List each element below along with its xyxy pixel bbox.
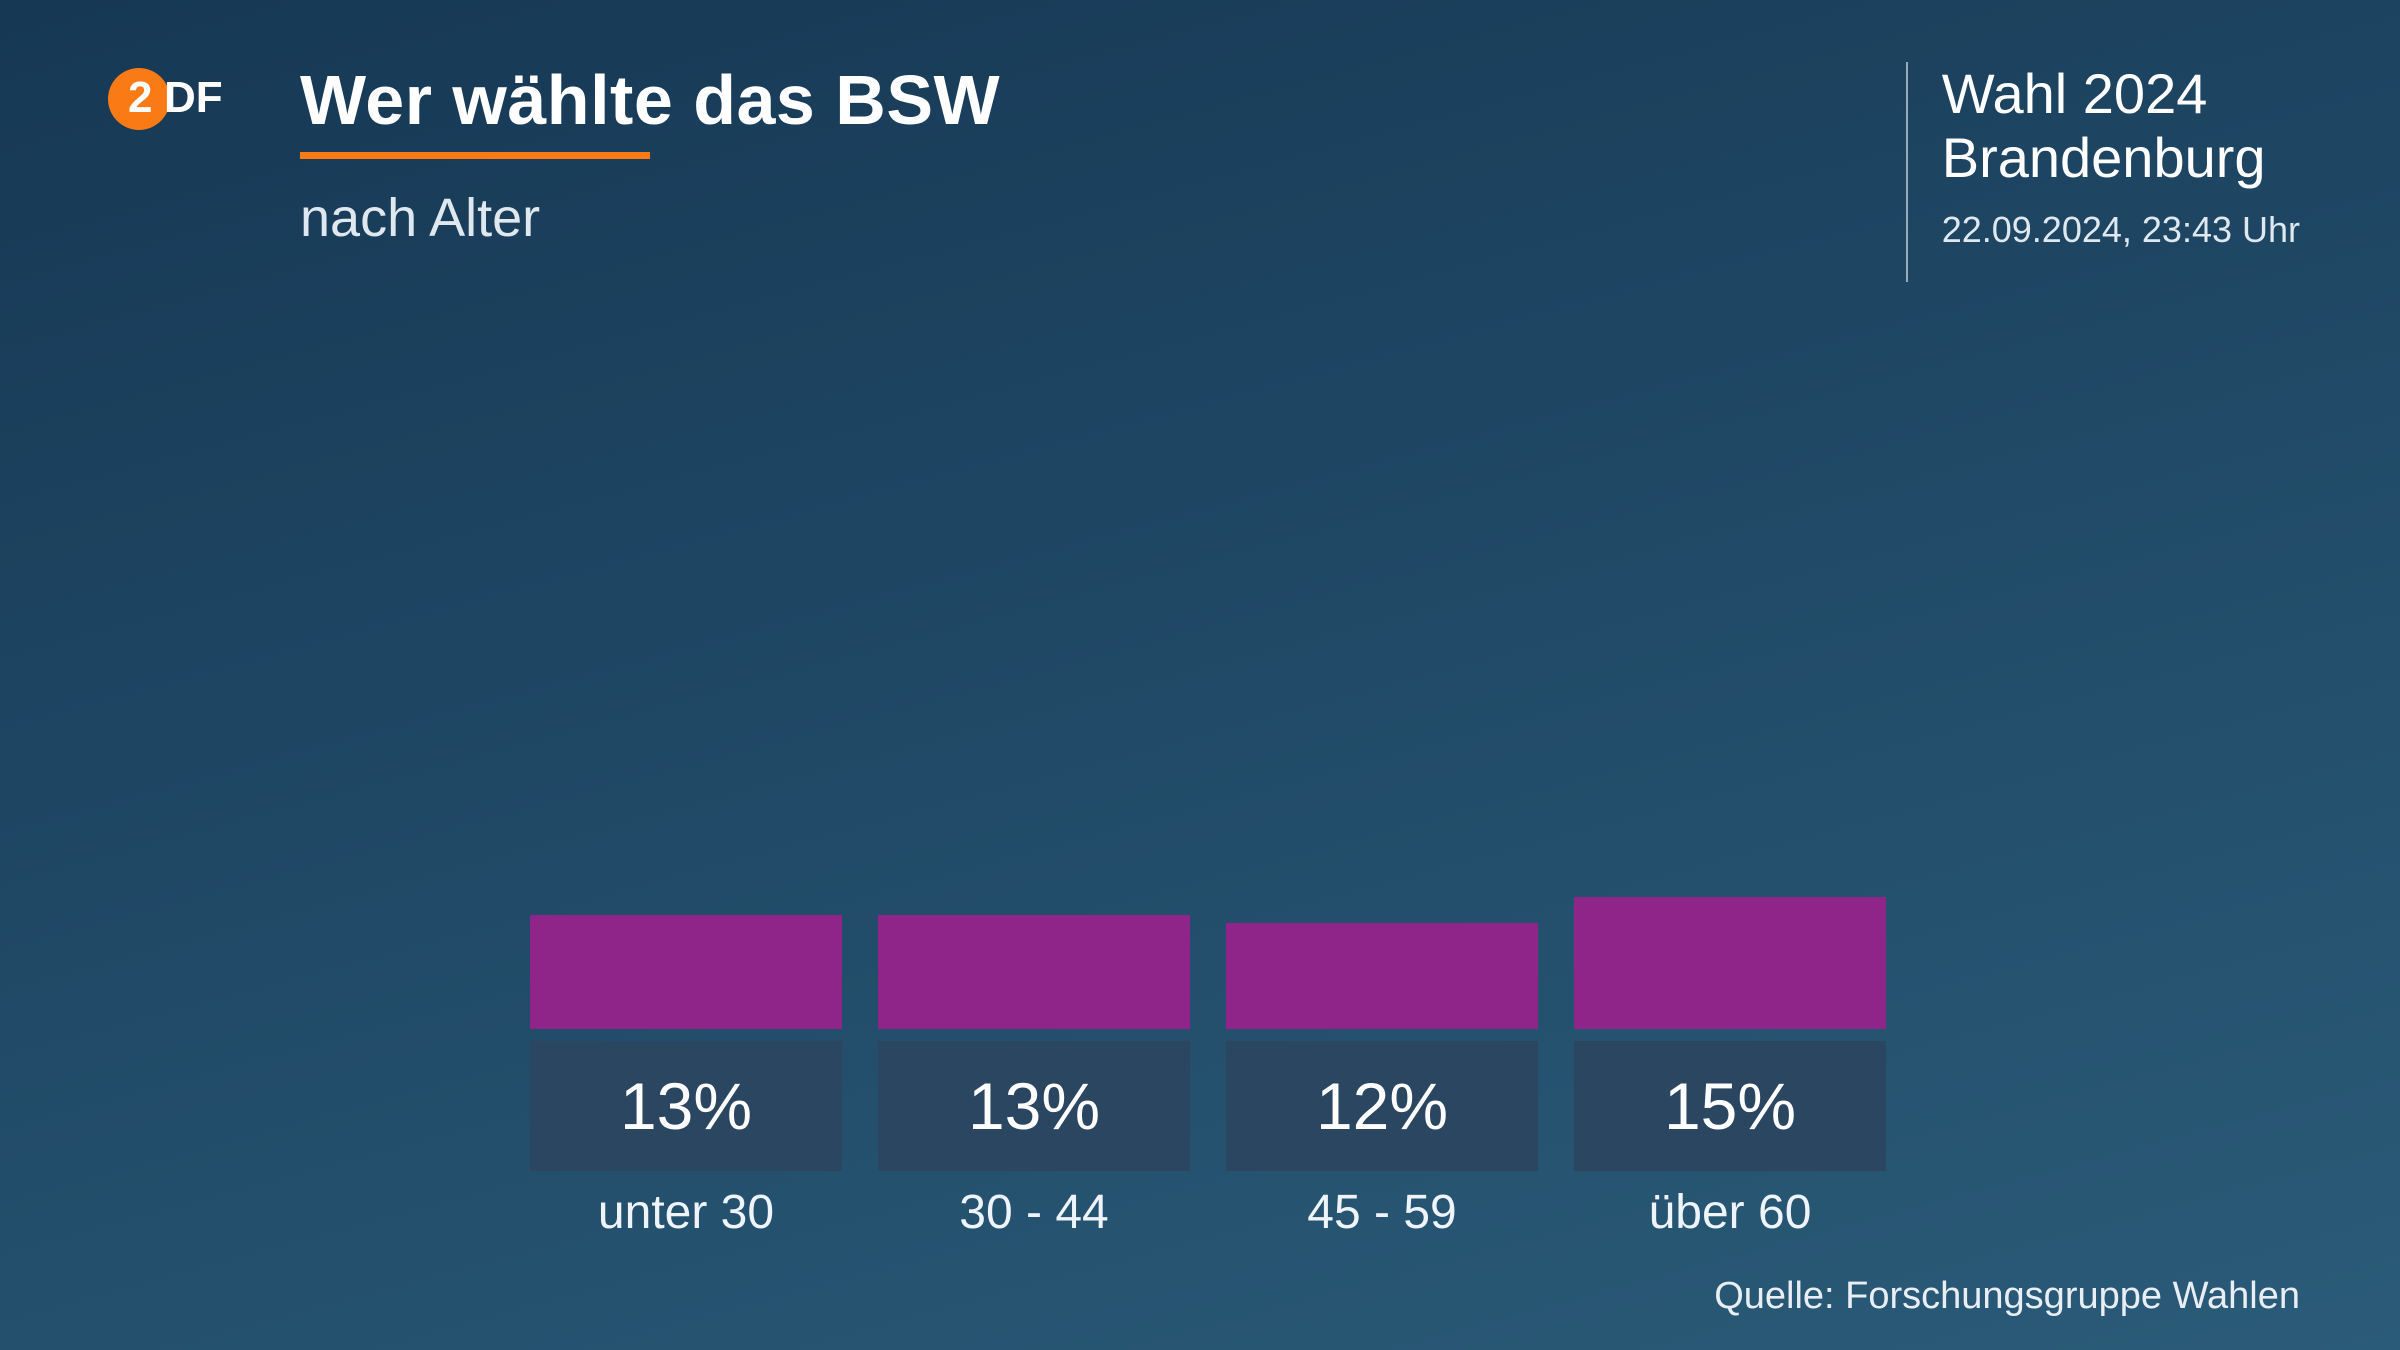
chart-subtitle: nach Alter [300,187,1000,249]
chart-title: Wer wählte das BSW [300,60,1000,140]
bar-chart: 13% unter 30 13% 30 - 44 12% 45 - 59 15% über 6… [530,897,1886,1240]
title-block: Wer wählte das BSW nach Alter [300,60,1000,249]
logo-digit: 2 [128,73,152,122]
meta-region: Brandenburg [1942,126,2300,190]
bar-value: 15% [1574,1041,1886,1171]
meta-timestamp: 22.09.2024, 23:43 Uhr [1942,209,2300,251]
bar-group: 13% 30 - 44 [878,915,1190,1240]
bar-group: 15% über 60 [1574,897,1886,1240]
bar-group: 13% unter 30 [530,915,842,1240]
source-attribution: Quelle: Forschungsgruppe Wahlen [1714,1275,2300,1318]
bar-value: 13% [878,1041,1190,1171]
bar-category-label: 45 - 59 [1307,1185,1456,1240]
bar-value: 13% [530,1041,842,1171]
bar-category-label: über 60 [1649,1185,1812,1240]
bar-category-label: unter 30 [598,1185,774,1240]
bar [1226,923,1538,1029]
meta-election: Wahl 2024 [1942,62,2300,126]
bar [878,915,1190,1029]
meta-block: Wahl 2024 Brandenburg 22.09.2024, 23:43 … [1906,62,2300,282]
bar-category-label: 30 - 44 [959,1185,1108,1240]
title-underline [300,152,650,159]
bar [1574,897,1886,1029]
bar-value: 12% [1226,1041,1538,1171]
broadcaster-logo: 2 DF [108,68,236,130]
logo-letters: DF [164,73,223,122]
bar-group: 12% 45 - 59 [1226,923,1538,1240]
bar [530,915,842,1029]
